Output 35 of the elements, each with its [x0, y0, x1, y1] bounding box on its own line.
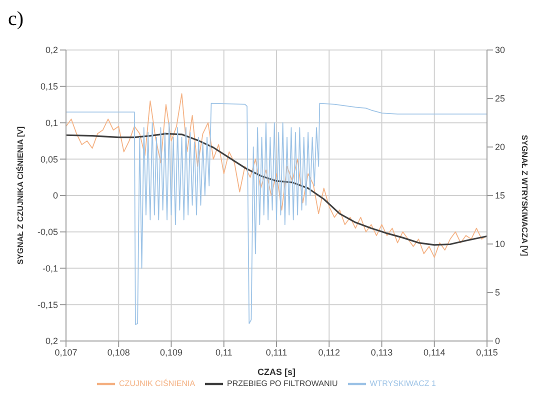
- x-tick-label: 0,115: [476, 347, 498, 358]
- x-tick-label: 0,112: [318, 347, 340, 358]
- x-tick-label: 0,11: [215, 347, 232, 358]
- y-tick-label: 0,2: [45, 336, 58, 346]
- y-tick-label: -0,05: [37, 227, 58, 238]
- x-tick-label: 0,114: [423, 347, 446, 358]
- y-tick-label: 0,15: [40, 82, 58, 92]
- y2-tick-label: 0: [495, 336, 500, 346]
- chart-title: c): [8, 8, 25, 32]
- y-tick-label: -0,15: [37, 300, 58, 310]
- y-tick-label: 0: [52, 190, 58, 201]
- y-axis-title: SYGNAŁ Z CZUJNIKA CIŚNIENIA [V]: [14, 126, 25, 265]
- y2-tick-label: 5: [495, 288, 500, 298]
- y-tick-label: -0,1: [42, 263, 58, 274]
- y2-tick-label: 30: [495, 45, 506, 56]
- y2-axis-title: SYGNAŁ Z WTRYSKIWACZA [V]: [520, 134, 530, 256]
- y2-tick-label: 15: [495, 190, 506, 201]
- x-tick-label: 0,107: [54, 347, 78, 358]
- y2-tick-label: 20: [495, 142, 506, 152]
- x-tick-label: 0,108: [107, 347, 130, 358]
- y2-tick-label: 10: [495, 239, 506, 250]
- y2-tick-label: 25: [495, 94, 506, 104]
- line-series: [66, 132, 487, 246]
- y-tick-label: 0,05: [40, 154, 58, 164]
- x-tick-label: 0,111: [266, 347, 288, 358]
- line-series: [66, 93, 487, 258]
- y-tick-label: 0,1: [45, 118, 58, 128]
- line-series: [66, 102, 487, 325]
- x-tick-label: 0,109: [160, 347, 183, 358]
- y-tick-label: 0,2: [45, 45, 58, 56]
- legend-label: WTRYSKIWACZ 1: [370, 379, 436, 388]
- x-tick-label: 0,113: [370, 347, 393, 358]
- x-axis-title: CZAS [s]: [258, 367, 296, 377]
- legend-label: CZUJNIK CIŚNIENIA: [119, 379, 196, 388]
- legend-label: PRZEBIEG PO FILTROWANIU: [227, 379, 338, 388]
